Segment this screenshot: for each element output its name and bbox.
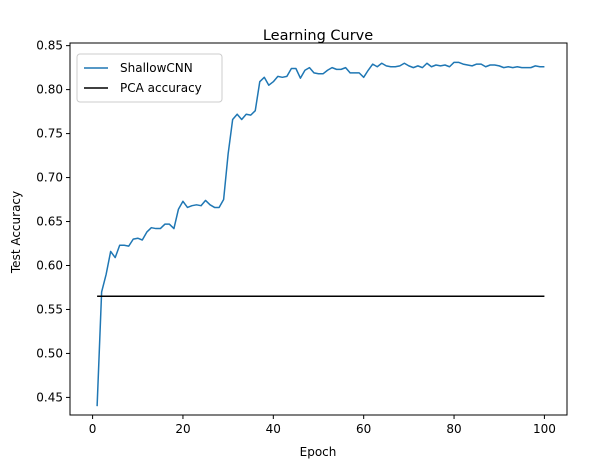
y-axis-label: Test Accuracy xyxy=(9,191,23,274)
x-tick-label: 0 xyxy=(89,422,97,436)
legend-label-pca-accuracy: PCA accuracy xyxy=(120,81,202,95)
plot-area xyxy=(96,61,545,407)
y-tick-label: 0.60 xyxy=(36,258,63,272)
y-tick-label: 0.55 xyxy=(36,302,63,316)
y-axis: 0.45 0.50 0.55 0.60 0.65 0.70 0.75 0.80 0.85 xyxy=(36,39,70,404)
series-line-shallowcnn xyxy=(96,61,545,407)
y-tick-label: 0.65 xyxy=(36,215,63,229)
y-tick-label: 0.85 xyxy=(36,39,63,53)
x-axis: 0 20 40 60 80 100 xyxy=(89,415,556,436)
x-tick-label: 40 xyxy=(266,422,281,436)
axes-frame xyxy=(69,42,568,416)
y-tick-label: 0.50 xyxy=(36,346,63,360)
y-tick-label: 0.70 xyxy=(36,171,63,185)
x-tick-label: 20 xyxy=(175,422,190,436)
chart-title: Learning Curve xyxy=(263,28,373,44)
legend-label-shallowcnn: ShallowCNN xyxy=(120,61,193,75)
x-tick-label: 100 xyxy=(533,422,556,436)
y-tick-label: 0.75 xyxy=(36,127,63,141)
x-tick-label: 60 xyxy=(356,422,371,436)
y-tick-label: 0.45 xyxy=(36,390,63,404)
x-tick-label: 80 xyxy=(446,422,461,436)
x-axis-label: Epoch xyxy=(300,445,337,459)
y-tick-label: 0.80 xyxy=(36,83,63,97)
legend: ShallowCNN PCA accuracy xyxy=(76,53,223,103)
legend-box xyxy=(76,53,223,103)
